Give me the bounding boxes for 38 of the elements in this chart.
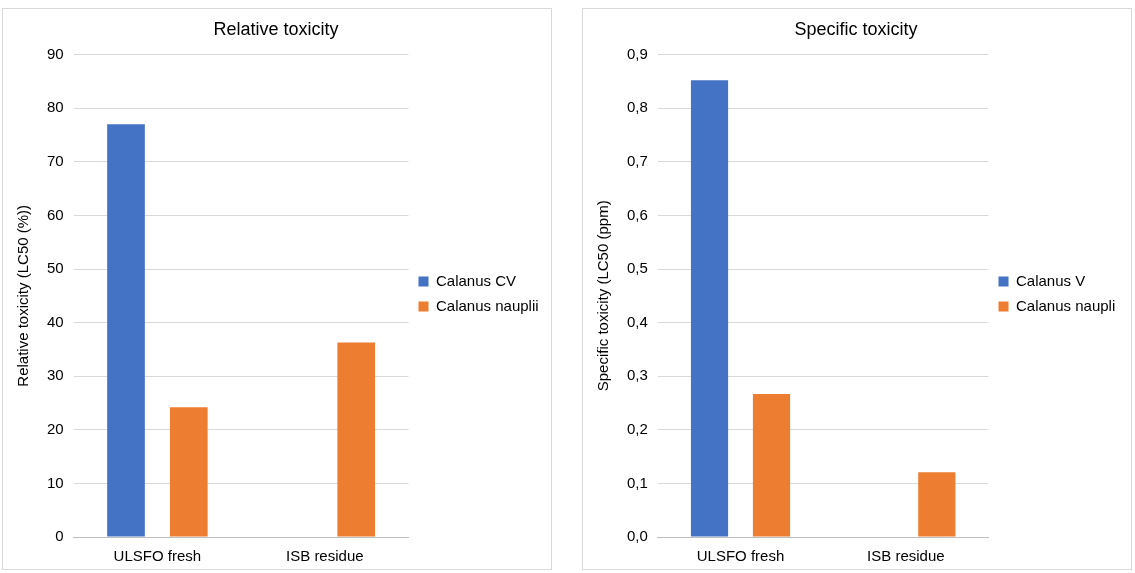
- y-tick-label: 0: [55, 527, 64, 545]
- legend-label: Calanus CV: [436, 271, 517, 289]
- y-tick-label: 0,6: [626, 205, 648, 223]
- y-tick-label: 10: [47, 473, 64, 491]
- y-tick-label: 40: [47, 312, 64, 330]
- y-tick-label: 80: [47, 98, 64, 116]
- y-tick-label: 0,2: [626, 419, 648, 437]
- y-tick-label: 0,3: [626, 366, 648, 384]
- y-tick-label: 20: [47, 419, 64, 437]
- legend-label: Calanus V: [1016, 271, 1086, 289]
- bar: [752, 393, 791, 537]
- y-tick-label: 0,0: [626, 527, 648, 545]
- x-tick-label: ULSFO fresh: [113, 547, 202, 565]
- y-tick-label: 0,7: [626, 151, 648, 169]
- legend-label: Calanus naupli: [1016, 296, 1116, 314]
- y-tick-label: 0,1: [626, 473, 648, 491]
- y-tick-label: 50: [47, 259, 64, 277]
- y-axis-title: Relative toxicity (LC50 (%)): [14, 204, 32, 387]
- y-axis-title: Specific toxicity (LC50 (ppm): [594, 200, 612, 392]
- x-tick-label: ISB residue: [867, 547, 945, 565]
- y-tick-label: 90: [47, 44, 64, 62]
- bar: [690, 80, 729, 537]
- bar: [107, 124, 145, 537]
- y-tick-label: 60: [47, 205, 64, 223]
- chart-title: Specific toxicity: [794, 18, 918, 39]
- bar: [169, 407, 208, 537]
- legend-label: Calanus nauplii: [436, 296, 539, 314]
- bar: [918, 472, 956, 537]
- chart-title: Relative toxicity: [213, 18, 339, 39]
- bar: [337, 342, 376, 537]
- y-tick-label: 0,8: [626, 98, 648, 116]
- x-tick-label: ISB residue: [286, 547, 364, 565]
- y-tick-label: 30: [47, 366, 64, 384]
- y-tick-label: 0,9: [626, 44, 648, 62]
- y-tick-label: 0,4: [626, 312, 648, 330]
- y-tick-label: 0,5: [626, 259, 648, 277]
- y-tick-label: 70: [47, 151, 64, 169]
- x-tick-label: ULSFO fresh: [696, 547, 785, 565]
